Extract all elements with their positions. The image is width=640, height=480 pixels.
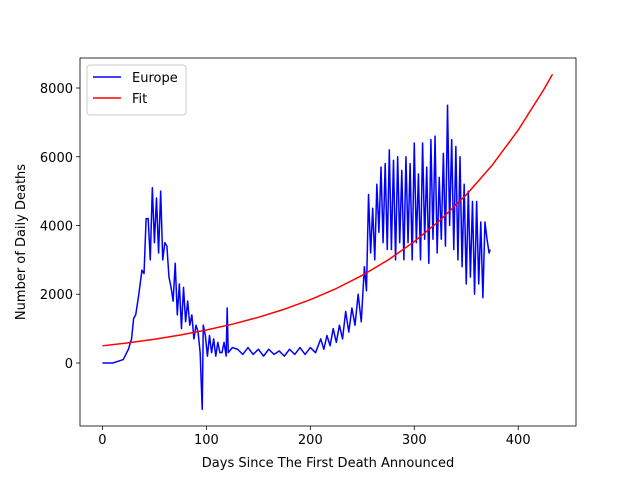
data-line — [102, 104, 491, 411]
x-axis-label: Days Since The First Death Announced — [202, 456, 454, 471]
y-tick-label: 0 — [65, 357, 73, 372]
x-tick-label: 0 — [98, 433, 106, 448]
y-tick-label: 6000 — [40, 151, 73, 166]
legend-label: Europe — [132, 71, 178, 86]
x-tick-label: 300 — [402, 433, 427, 448]
x-tick-label: 400 — [506, 433, 531, 448]
y-axis-label: Number of Daily Deaths — [14, 164, 29, 320]
legend: Europe Fit — [86, 64, 187, 116]
y-tick-label: 4000 — [40, 220, 73, 235]
data-line — [102, 73, 554, 347]
plot-frame — [79, 57, 577, 427]
x-tick-label: 100 — [194, 433, 219, 448]
y-tick-label: 8000 — [40, 82, 73, 97]
x-tick-label: 200 — [298, 433, 323, 448]
y-tick-label: 2000 — [40, 288, 73, 303]
legend-label: Fit — [132, 92, 147, 107]
